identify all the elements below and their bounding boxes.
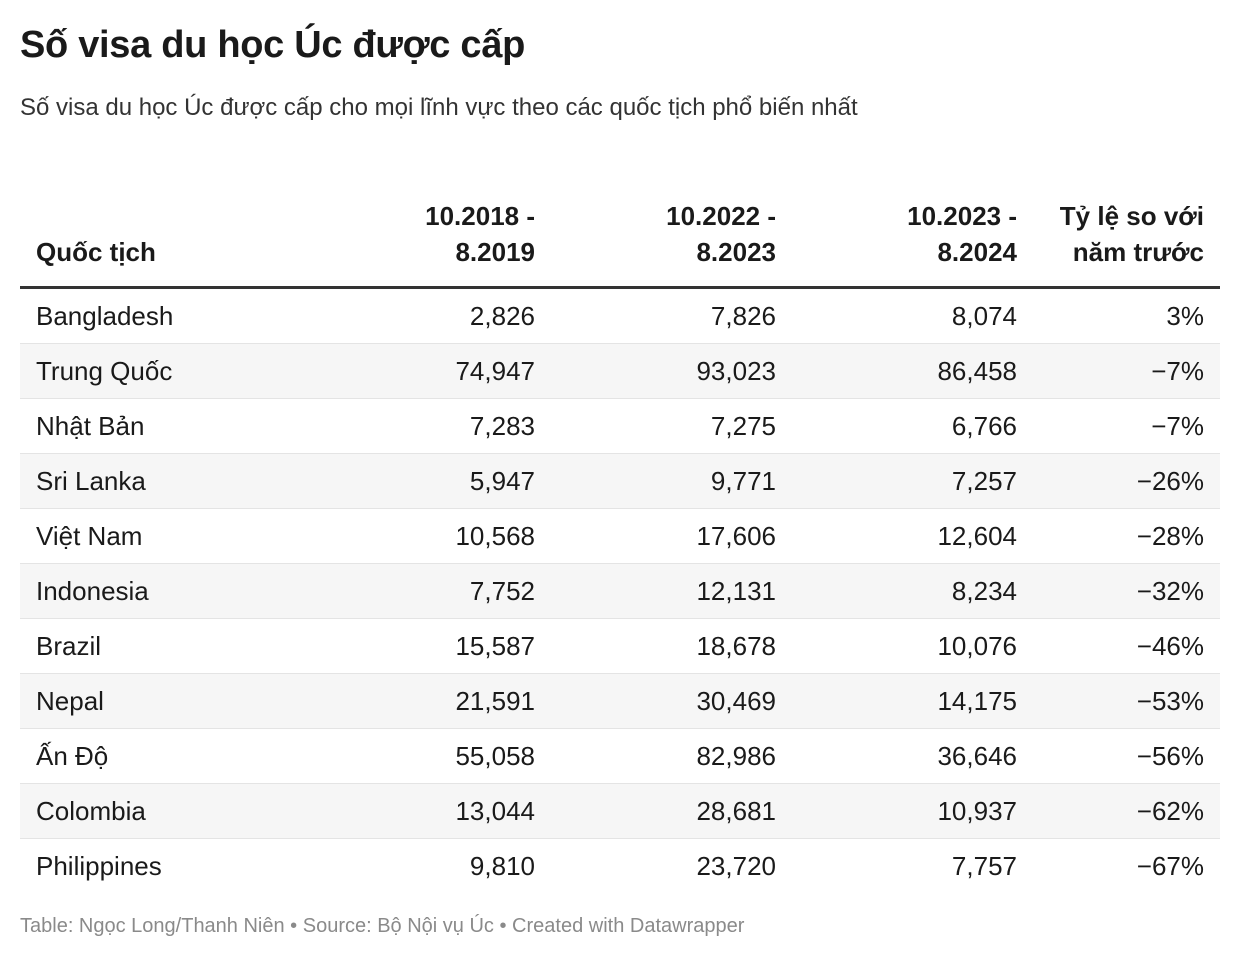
cell-country: Colombia xyxy=(20,783,310,839)
chart-footer: Table: Ngọc Long/Thanh Niên • Source: Bộ… xyxy=(20,915,745,937)
cell-2023-2024: 8,234 xyxy=(792,563,1033,619)
cell-2018-2019: 74,947 xyxy=(310,343,551,399)
cell-change: −56% xyxy=(1033,728,1220,784)
table-header: Quốc tịch 10.2018 - 8.2019 10.2022 - 8.2… xyxy=(20,170,1220,289)
column-header-line: Quốc tịch xyxy=(36,237,156,267)
cell-2022-2023: 7,826 xyxy=(551,287,792,344)
cell-2022-2023: 93,023 xyxy=(551,343,792,399)
column-header-line: 10.2018 - xyxy=(425,201,535,231)
cell-change: −7% xyxy=(1033,343,1220,399)
table-body: Bangladesh 2,826 7,826 8,074 3% Trung Quốc 74,… xyxy=(20,287,1220,894)
table-row: Ấn Độ 55,058 82,986 36,646 −56% xyxy=(20,728,1220,784)
cell-change: −53% xyxy=(1033,673,1220,729)
cell-2023-2024: 10,076 xyxy=(792,618,1033,674)
table-row: Việt Nam 10,568 17,606 12,604 −28% xyxy=(20,508,1220,564)
cell-country: Nhật Bản xyxy=(20,398,310,454)
cell-country: Sri Lanka xyxy=(20,453,310,509)
column-header-2023-2024[interactable]: 10.2023 - 8.2024 xyxy=(792,170,1033,289)
cell-2023-2024: 86,458 xyxy=(792,343,1033,399)
cell-2018-2019: 2,826 xyxy=(310,287,551,344)
cell-2018-2019: 7,752 xyxy=(310,563,551,619)
cell-country: Brazil xyxy=(20,618,310,674)
table-row: Philippines 9,810 23,720 7,757 −67% xyxy=(20,839,1220,894)
cell-2018-2019: 10,568 xyxy=(310,508,551,564)
cell-2022-2023: 23,720 xyxy=(696,851,776,881)
cell-2018-2019: 55,058 xyxy=(310,728,551,784)
column-header-line: 8.2019 xyxy=(455,237,535,267)
table-row: Nhật Bản 7,283 7,275 6,766 −7% xyxy=(20,398,1220,454)
cell-change: −62% xyxy=(1033,783,1220,839)
cell-2023-2024: 7,257 xyxy=(792,453,1033,509)
table-row: Colombia 13,044 28,681 10,937 −62% xyxy=(20,783,1220,839)
cell-country: Ấn Độ xyxy=(20,728,310,784)
cell-2022-2023: 7,275 xyxy=(551,398,792,454)
cell-2023-2024: 36,646 xyxy=(792,728,1033,784)
cell-change: −32% xyxy=(1033,563,1220,619)
cell-change: −67% xyxy=(1136,851,1204,881)
cell-country: Việt Nam xyxy=(20,508,310,564)
cell-2022-2023: 82,986 xyxy=(551,728,792,784)
column-header-2018-2019[interactable]: 10.2018 - 8.2019 xyxy=(310,170,551,289)
table-row: Indonesia 7,752 12,131 8,234 −32% xyxy=(20,563,1220,619)
column-header-line: Tỷ lệ so với xyxy=(1059,201,1204,231)
header-row: Quốc tịch 10.2018 - 8.2019 10.2022 - 8.2… xyxy=(20,170,1220,289)
cell-2022-2023: 18,678 xyxy=(551,618,792,674)
cell-2018-2019: 21,591 xyxy=(310,673,551,729)
cell-country: Bangladesh xyxy=(20,287,310,344)
cell-country: Nepal xyxy=(20,673,310,729)
cell-2022-2023: 12,131 xyxy=(551,563,792,619)
cell-change: −46% xyxy=(1033,618,1220,674)
cell-country: Philippines xyxy=(36,851,162,881)
visa-table: Quốc tịch 10.2018 - 8.2019 10.2022 - 8.2… xyxy=(20,170,1220,893)
cell-change: −7% xyxy=(1033,398,1220,454)
column-header-line: 8.2023 xyxy=(696,237,776,267)
column-header-line: năm trước xyxy=(1072,237,1204,267)
cell-2023-2024: 12,604 xyxy=(792,508,1033,564)
cell-2023-2024: 10,937 xyxy=(792,783,1033,839)
column-header-line: 8.2024 xyxy=(937,237,1017,267)
cell-2018-2019: 5,947 xyxy=(310,453,551,509)
cell-country: Trung Quốc xyxy=(20,343,310,399)
cell-2018-2019: 15,587 xyxy=(310,618,551,674)
table-row: Brazil 15,587 18,678 10,076 −46% xyxy=(20,618,1220,674)
cell-2022-2023: 9,771 xyxy=(551,453,792,509)
table-row: Sri Lanka 5,947 9,771 7,257 −26% xyxy=(20,453,1220,509)
column-header-country[interactable]: Quốc tịch xyxy=(20,170,310,289)
cell-change: 3% xyxy=(1033,287,1220,344)
cell-2023-2024: 14,175 xyxy=(792,673,1033,729)
column-header-2022-2023[interactable]: 10.2022 - 8.2023 xyxy=(551,170,792,289)
cell-2023-2024: 8,074 xyxy=(792,287,1033,344)
cell-2022-2023: 28,681 xyxy=(551,783,792,839)
cell-change: −28% xyxy=(1033,508,1220,564)
cell-country: Indonesia xyxy=(20,563,310,619)
chart-title: Số visa du học Úc được cấp xyxy=(20,24,525,66)
chart-subtitle: Số visa du học Úc được cấp cho mọi lĩnh … xyxy=(20,94,858,121)
table-row: Bangladesh 2,826 7,826 8,074 3% xyxy=(20,287,1220,344)
cell-change: −26% xyxy=(1033,453,1220,509)
table-row: Trung Quốc 74,947 93,023 86,458 −7% xyxy=(20,343,1220,399)
cell-2018-2019: 13,044 xyxy=(310,783,551,839)
cell-2018-2019: 7,283 xyxy=(310,398,551,454)
cell-2023-2024: 6,766 xyxy=(792,398,1033,454)
column-header-line: 10.2023 - xyxy=(907,201,1017,231)
cell-2018-2019: 9,810 xyxy=(469,851,535,881)
column-header-line: 10.2022 - xyxy=(666,201,776,231)
cell-2022-2023: 30,469 xyxy=(551,673,792,729)
table-row: Nepal 21,591 30,469 14,175 −53% xyxy=(20,673,1220,729)
column-header-change[interactable]: Tỷ lệ so với năm trước xyxy=(1033,170,1220,289)
cell-2023-2024: 7,757 xyxy=(951,851,1017,881)
cell-2022-2023: 17,606 xyxy=(551,508,792,564)
